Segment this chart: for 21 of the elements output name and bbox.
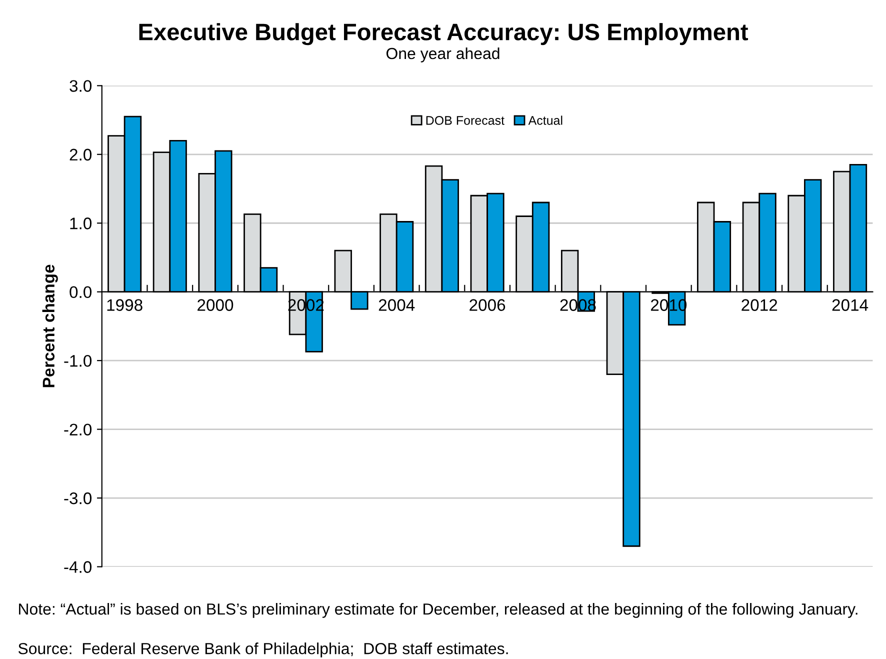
legend-label: DOB Forecast	[426, 116, 504, 125]
y-tick-label: -2.0	[64, 424, 92, 436]
y-tick-label: -4.0	[64, 561, 92, 573]
x-tick-label: 2004	[378, 299, 415, 311]
x-tick-label: 2006	[470, 299, 506, 311]
chart-subtitle: One year ahead	[386, 47, 500, 62]
x-tick-label: 2014	[832, 299, 868, 311]
source-note: Source: Federal Reserve Bank of Philadelphia; DOB staff estimates.	[18, 642, 508, 658]
legend-label: Actual	[528, 116, 562, 125]
y-tick-label: -1.0	[64, 354, 92, 367]
y-tick-label: 1.0	[70, 218, 92, 230]
chart-title: Executive Budget Forecast Accuracy: US Employment	[139, 23, 748, 46]
x-tick-label: 1998	[107, 299, 142, 311]
y-tick-label: 3.0	[70, 80, 92, 92]
text: Note: “Actual” is based on BLS’s preliminary estimate for December, released at the beginning of the following January.	[19, 602, 858, 618]
y-axis-title: Percent change	[42, 264, 58, 388]
y-tick-label: 0.0	[70, 286, 92, 298]
y-tick-label: -3.0	[64, 492, 92, 504]
x-tick-label: 2012	[742, 299, 778, 311]
y-tick-label: 2.0	[70, 148, 92, 161]
x-tick-label: 2000	[198, 299, 234, 311]
